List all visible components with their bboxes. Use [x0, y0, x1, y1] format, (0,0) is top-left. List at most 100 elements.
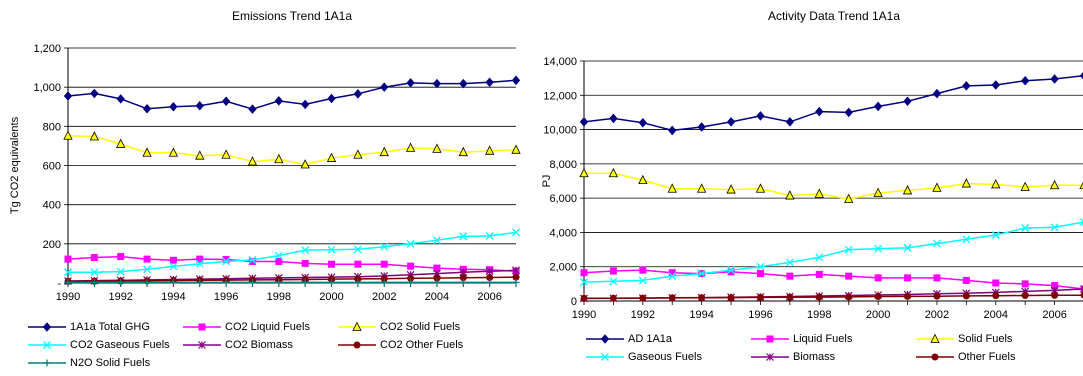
data-point: [195, 150, 205, 160]
data-point: [221, 96, 231, 107]
data-point: [726, 117, 736, 127]
data-point: [485, 77, 494, 88]
legend-swatch: [28, 321, 66, 333]
data-point: [992, 279, 1000, 287]
legend-swatch: [586, 333, 624, 345]
data-point: [354, 278, 362, 286]
y-tick-label: -: [57, 278, 61, 290]
data-point: [1080, 291, 1083, 299]
data-point: [512, 278, 520, 286]
series-n2o-solid-fuels: [64, 278, 520, 286]
data-point: [904, 292, 912, 300]
data-point: [300, 159, 310, 169]
data-point: [579, 117, 589, 127]
legend-swatch: [183, 339, 221, 351]
legend-label: CO2 Other Fuels: [380, 339, 464, 351]
data-point: [432, 236, 441, 245]
legend-item: CO2 Biomass: [183, 336, 293, 354]
data-point: [405, 142, 416, 152]
series-line: [583, 294, 1083, 300]
data-point: [195, 259, 204, 268]
series-gaseous-fuels: [580, 218, 1083, 287]
legend-item: Biomass: [751, 348, 835, 366]
data-point: [991, 80, 1000, 90]
legend-label: Other Fuels: [958, 351, 1016, 363]
x-tick-label: 1998: [807, 309, 831, 321]
legend-swatch: [751, 333, 789, 345]
data-point: [328, 278, 336, 286]
data-point: [274, 153, 284, 164]
data-point: [697, 122, 706, 132]
y-tick-label: 800: [43, 121, 61, 133]
data-point: [327, 245, 336, 254]
data-point: [933, 292, 941, 300]
legend-swatch: [28, 339, 66, 351]
data-point: [844, 245, 853, 254]
data-point: [248, 255, 257, 264]
series-line: [67, 276, 517, 283]
data-point: [815, 270, 823, 278]
chart-0: Emissions Trend 1A1a Tg CO2 equivalents - 2…: [9, 9, 521, 303]
data-point: [696, 183, 707, 193]
data-point: [301, 259, 309, 267]
data-point: [639, 294, 647, 302]
legend-item: Gaseous Fuels: [586, 348, 702, 366]
data-point: [380, 82, 389, 92]
legend-swatch: [751, 351, 789, 363]
data-point: [962, 276, 970, 284]
data-point: [406, 239, 415, 248]
data-point: [222, 257, 231, 266]
y-axis-label: Tg CO2 equivalents: [9, 116, 21, 214]
x-tick-label: 2000: [866, 309, 890, 321]
data-point: [785, 258, 794, 267]
data-point: [785, 117, 795, 127]
data-point: [512, 273, 520, 281]
data-point: [991, 179, 1001, 189]
legend-swatch: [586, 351, 624, 363]
data-point: [222, 278, 230, 286]
data-point: [727, 268, 735, 276]
data-point: [1051, 282, 1059, 290]
legend-item: CO2 Gaseous Fuels: [28, 336, 170, 354]
data-point: [727, 266, 736, 275]
legend-item: CO2 Solid Fuels: [338, 318, 460, 336]
x-tick-label: 2000: [319, 291, 343, 303]
data-point: [667, 183, 677, 193]
series-biomass: [580, 285, 1083, 303]
data-point: [815, 106, 824, 117]
legend-item: CO2 Other Fuels: [338, 336, 463, 354]
data-point: [845, 293, 853, 301]
data-point: [668, 125, 677, 136]
data-point: [933, 274, 941, 282]
data-point: [90, 254, 98, 262]
data-point: [169, 101, 178, 112]
data-point: [844, 193, 854, 203]
series-line: [67, 269, 517, 282]
data-point: [639, 266, 647, 274]
legend-item: Solid Fuels: [916, 330, 1012, 348]
data-point: [142, 147, 152, 157]
data-point: [459, 278, 467, 286]
data-point: [1079, 181, 1083, 190]
data-point: [932, 182, 942, 192]
data-point: [609, 277, 618, 286]
y-tick-label: 6,000: [549, 193, 577, 205]
data-point: [786, 272, 794, 280]
data-point: [814, 188, 824, 198]
chart-title: Emissions Trend 1A1a: [232, 9, 352, 23]
data-point: [90, 88, 99, 99]
data-point: [168, 147, 179, 157]
y-tick-label: 2,000: [549, 262, 577, 274]
y-tick-label: 14,000: [543, 56, 577, 68]
data-point: [116, 138, 126, 148]
series-line: [67, 255, 517, 273]
chart-title: Activity Data Trend 1A1a: [768, 9, 900, 23]
data-point: [874, 293, 882, 301]
series-co2-gaseous-fuels: [64, 228, 520, 277]
data-point: [301, 246, 310, 255]
series-1a1a-total-ghg: [63, 75, 521, 114]
data-point: [1050, 223, 1059, 232]
data-point: [301, 99, 310, 110]
data-point: [380, 278, 388, 286]
data-point: [785, 190, 795, 200]
